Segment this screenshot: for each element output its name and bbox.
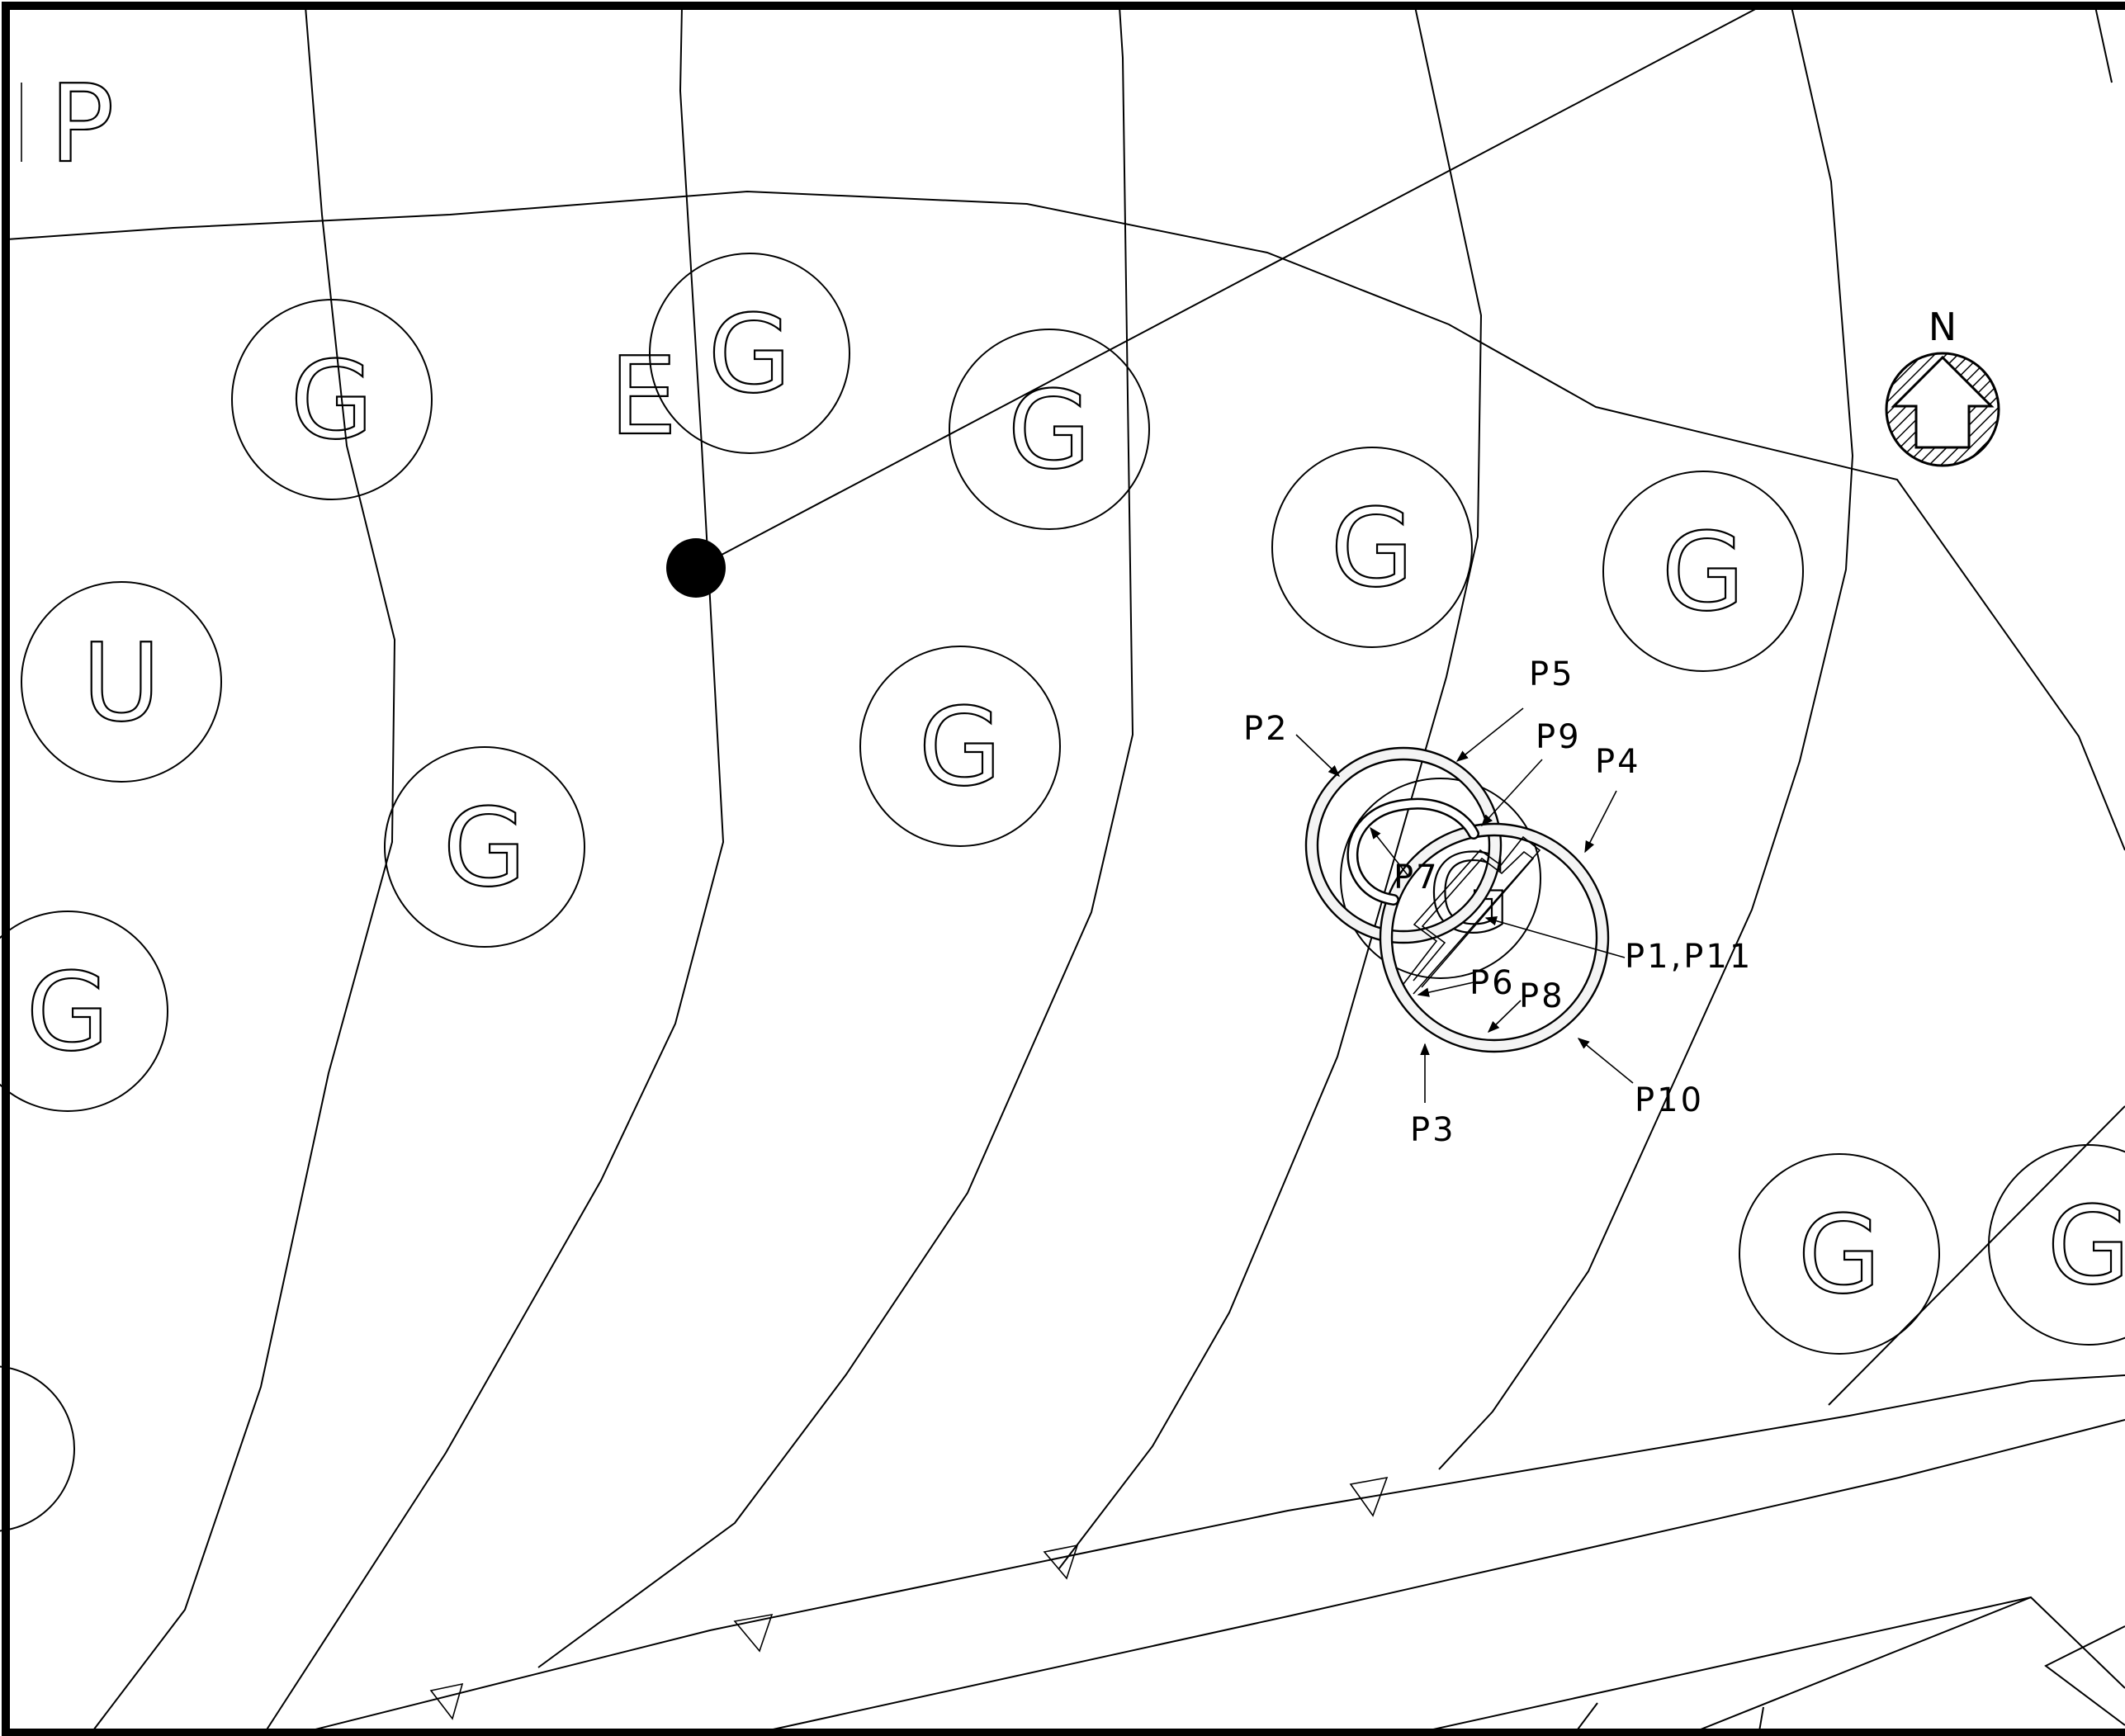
callout-label: P2 xyxy=(1243,710,1290,748)
unit-letter: G xyxy=(26,949,110,1075)
unit-letter: G xyxy=(443,785,527,911)
unit-letter: G xyxy=(1331,485,1414,611)
unit-letter: G xyxy=(1008,367,1091,493)
side-letter: E xyxy=(609,333,677,459)
unit-letter: G xyxy=(1662,509,1745,635)
unit-circle: G xyxy=(1988,1144,2125,1346)
unit-letter: G xyxy=(1798,1192,1881,1317)
unit-circle: G xyxy=(1271,447,1473,648)
unit-letter: G xyxy=(919,684,1002,810)
callout-label: P10 xyxy=(1635,1081,1704,1119)
detail-slab-outline xyxy=(1403,835,1541,995)
callout-label: P9 xyxy=(1536,718,1582,756)
contour-lines xyxy=(6,6,2125,1734)
survey-point-marker xyxy=(666,538,726,598)
road-edges xyxy=(288,1374,2125,1736)
corner-letter: P xyxy=(50,61,114,187)
unit-circle xyxy=(0,1365,75,1532)
unit-letter: G xyxy=(2047,1183,2125,1308)
unit-letter: G xyxy=(708,291,792,417)
unit-circle: G xyxy=(1739,1153,1940,1355)
unit-letter: U xyxy=(82,620,160,745)
callout-label: P3 xyxy=(1410,1111,1456,1149)
unit-circle: G xyxy=(649,253,850,454)
flow-arrow xyxy=(1043,1544,1079,1580)
unit-circle: G xyxy=(949,329,1150,530)
callout-label: P1,P11 xyxy=(1625,938,1753,976)
callout-label: P8 xyxy=(1519,977,1565,1015)
unit-circle: U xyxy=(21,581,222,783)
north-label: N xyxy=(1929,305,1957,349)
leader-lines xyxy=(1295,707,1634,1103)
unit-circle: G xyxy=(384,746,585,948)
unit-circle: G xyxy=(1602,471,1804,672)
flow-arrow xyxy=(429,1682,464,1720)
unit-circle: G xyxy=(231,299,433,500)
flow-arrow xyxy=(1349,1476,1389,1517)
callout-label: P4 xyxy=(1595,743,1641,781)
detail-ring-group xyxy=(1304,746,1610,1053)
callout-label: P6 xyxy=(1470,964,1516,1002)
callout-label: P5 xyxy=(1529,655,1575,693)
flow-arrow xyxy=(733,1613,774,1653)
callout-label: P7 xyxy=(1394,859,1440,896)
north-arrow-icon xyxy=(1885,352,2000,467)
unit-letter: G xyxy=(291,338,374,463)
unit-circle: G xyxy=(0,911,168,1112)
unit-circle: G xyxy=(859,646,1061,847)
